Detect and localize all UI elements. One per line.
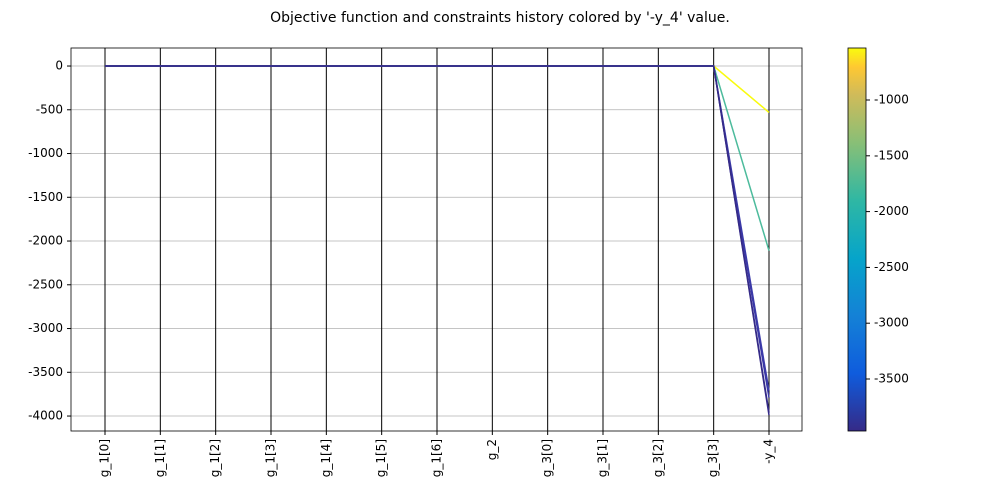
x-tick-label: g_3[1]: [596, 439, 610, 477]
y-tick-label: 0: [55, 59, 63, 73]
colorbar-tick-label: -2000: [874, 204, 909, 218]
colorbar: [847, 47, 867, 432]
plot-frame: [70, 47, 803, 432]
y-tick-label: -3500: [28, 365, 63, 379]
colorbar-tick-label: -1000: [874, 93, 909, 107]
y-tick-label: -3000: [28, 321, 63, 335]
y-tick-label: -2500: [28, 277, 63, 291]
x-tick-label: g_1[2]: [208, 439, 222, 477]
series-line: [105, 65, 770, 416]
colorbar-tick-label: -2500: [874, 260, 909, 274]
x-tick-label: g_3[0]: [540, 439, 554, 477]
x-tick-label: g_1[5]: [374, 439, 388, 477]
y-tick-label: -2000: [28, 234, 63, 248]
x-tick-label: g_1[3]: [264, 439, 278, 477]
y-tick-label: -500: [36, 102, 63, 116]
x-tick-label: g_1[6]: [430, 439, 444, 477]
x-tick-label: g_2: [485, 439, 499, 460]
x-tick-label: g_3[3]: [706, 439, 720, 477]
x-tick-label: g_1[0]: [98, 439, 112, 477]
x-tick-label: -y_4: [762, 439, 776, 464]
colorbar-tick-label: -3500: [874, 371, 909, 385]
y-tick-label: -1500: [28, 190, 63, 204]
colorbar-tick-label: -3000: [874, 316, 909, 330]
x-tick-label: g_1[1]: [153, 439, 167, 477]
colorbar-tick-label: -1500: [874, 148, 909, 162]
y-tick-label: -1000: [28, 146, 63, 160]
x-tick-label: g_1[4]: [319, 439, 333, 477]
chart-title: Objective function and constraints histo…: [270, 10, 730, 26]
x-tick-label: g_3[2]: [651, 439, 665, 477]
y-tick-label: -4000: [28, 409, 63, 423]
